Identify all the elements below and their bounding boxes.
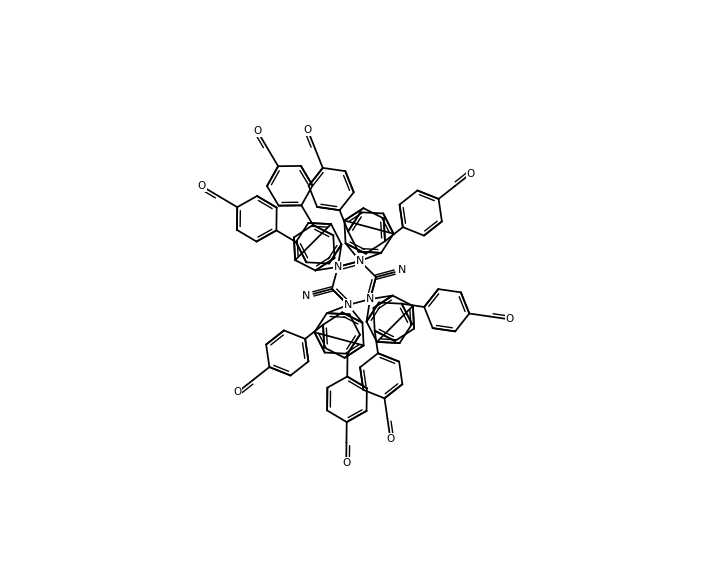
Text: N: N (398, 265, 406, 275)
Text: O: O (304, 125, 312, 135)
Text: O: O (342, 458, 350, 468)
Text: O: O (467, 169, 475, 178)
Text: O: O (506, 314, 514, 324)
Text: N: N (302, 291, 310, 301)
Text: N: N (366, 294, 375, 304)
Text: N: N (344, 300, 353, 310)
Text: O: O (253, 126, 261, 136)
Text: O: O (198, 181, 206, 191)
Text: O: O (387, 434, 394, 444)
Text: N: N (333, 262, 342, 272)
Text: O: O (233, 388, 241, 397)
Text: N: N (355, 256, 364, 266)
